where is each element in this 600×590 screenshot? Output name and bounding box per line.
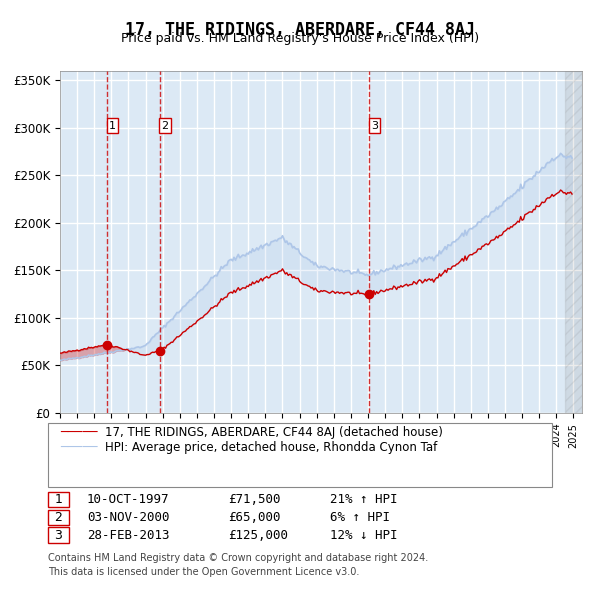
Text: £71,500: £71,500: [228, 493, 281, 506]
Text: 6% ↑ HPI: 6% ↑ HPI: [330, 511, 390, 524]
Text: 1: 1: [109, 120, 116, 130]
Text: 12% ↓ HPI: 12% ↓ HPI: [330, 529, 398, 542]
Text: 3: 3: [371, 120, 378, 130]
Text: 21% ↑ HPI: 21% ↑ HPI: [330, 493, 398, 506]
Text: 28-FEB-2013: 28-FEB-2013: [87, 529, 170, 542]
Text: 1: 1: [55, 493, 62, 506]
Text: £65,000: £65,000: [228, 511, 281, 524]
Text: ─────: ─────: [60, 426, 97, 439]
Text: £125,000: £125,000: [228, 529, 288, 542]
Text: 3: 3: [55, 529, 62, 542]
Text: 03-NOV-2000: 03-NOV-2000: [87, 511, 170, 524]
Text: HPI: Average price, detached house, Rhondda Cynon Taf: HPI: Average price, detached house, Rhon…: [105, 441, 437, 454]
Bar: [565, 71, 582, 413]
Text: 2: 2: [161, 120, 169, 130]
Text: 10-OCT-1997: 10-OCT-1997: [87, 493, 170, 506]
Text: Price paid vs. HM Land Registry's House Price Index (HPI): Price paid vs. HM Land Registry's House …: [121, 32, 479, 45]
Text: 17, THE RIDINGS, ABERDARE, CF44 8AJ (detached house): 17, THE RIDINGS, ABERDARE, CF44 8AJ (det…: [105, 426, 443, 439]
Text: 2: 2: [55, 511, 62, 524]
Text: Contains HM Land Registry data © Crown copyright and database right 2024.
This d: Contains HM Land Registry data © Crown c…: [48, 553, 428, 578]
Text: ─────: ─────: [60, 441, 97, 454]
Text: 17, THE RIDINGS, ABERDARE, CF44 8AJ: 17, THE RIDINGS, ABERDARE, CF44 8AJ: [125, 21, 475, 39]
